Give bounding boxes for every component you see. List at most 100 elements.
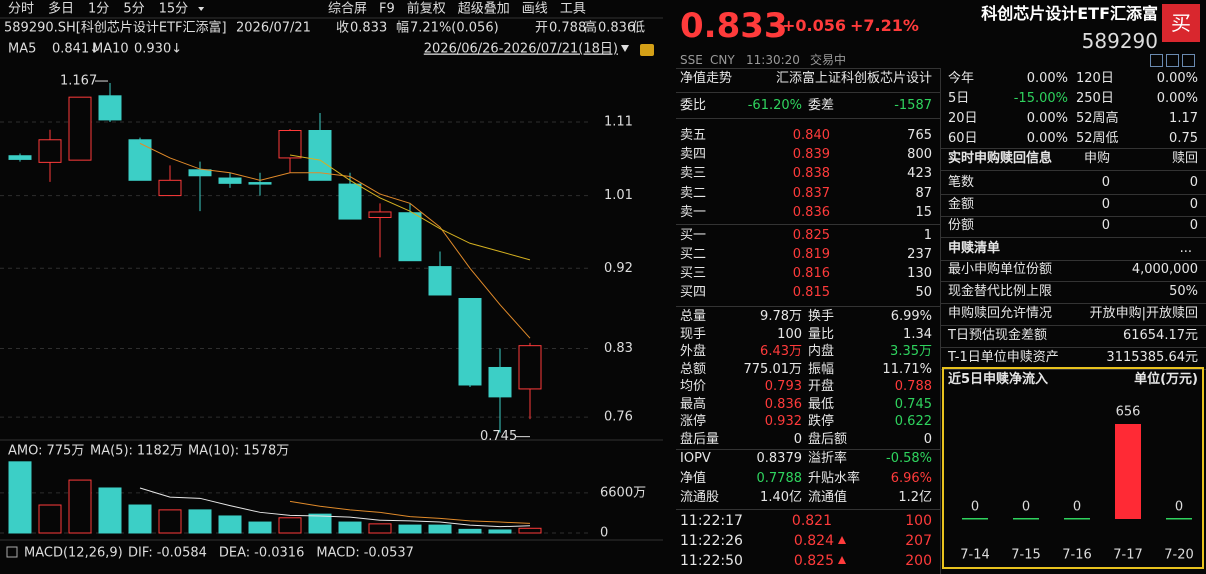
level-price: 0.819 [792,247,830,262]
more[interactable]: ... [1179,241,1192,256]
perf-label: 5日 [948,91,970,106]
level-label: 卖四 [680,147,707,163]
candle-body [218,177,242,184]
lock-icon[interactable] [640,44,654,56]
x-tick-label: 7-20 [1164,548,1194,563]
perf-label: 52周低 [1076,131,1119,146]
stat-label: 振幅 [808,361,835,377]
separator [941,347,1206,348]
candle-body [8,155,32,160]
tool-button[interactable]: 画线 [522,2,548,17]
stat-value: 6.96% [890,470,932,486]
volume-bar [308,513,332,534]
period-tab[interactable]: 分时 [8,2,34,17]
tool-button[interactable]: 前复权 [407,1,446,17]
separator [676,509,940,510]
candle-body [518,345,542,390]
section-title: 申赎清单 [948,241,1001,256]
stat-value: 0.833 [350,21,387,36]
buy-button[interactable]: 买 [1162,4,1200,42]
stat-value: 7.21%(0.056) [410,21,499,36]
stat-label: 换手 [808,309,835,324]
value-label: 0 [1175,500,1183,515]
volume-legend-value: 1182万 [137,444,183,459]
level-volume: 87 [915,185,932,201]
stat-value: 0.788 [549,21,586,36]
stat-label: 流通值 [808,490,848,505]
macd-name: MACD(12,26,9) [24,546,123,561]
macd-icon [6,546,18,558]
tool-button[interactable]: F9 [379,2,395,17]
level-volume: 50 [915,285,932,300]
stat-value: 6.99% [890,309,932,324]
level-volume: 130 [907,266,932,281]
candle-body [188,169,212,177]
level-label: 卖三 [680,166,707,182]
tool-button[interactable]: 工具 [560,2,586,17]
stat-label: 最高 [680,396,707,412]
ma-name: MA5 [8,42,36,57]
tool-icon[interactable] [1166,54,1179,67]
x-tick-label: 7-17 [1113,548,1143,563]
range-dropdown[interactable] [621,45,629,52]
perf-label: 120日 [1076,71,1114,86]
level-label: 卖一 [680,204,707,220]
row-value: 开放申购|开放赎回 [1089,306,1198,321]
level-price: 0.816 [792,266,830,281]
macd-value: -0.0316 [254,546,304,561]
stat-label: 升贴水率 [808,470,861,486]
tool-icon[interactable] [1150,54,1163,67]
ma-line [289,154,531,261]
volume-legend-value: 775万 [47,444,85,459]
separator [941,237,1206,238]
row-value: 0 [1101,218,1110,233]
perf-label: 52周高 [1076,111,1119,126]
stat-label: 低 [632,21,645,36]
separator [941,260,1206,261]
separator [941,215,1206,217]
tool-button[interactable]: 综合屏 [328,2,367,17]
tool-button[interactable]: 超级叠加 [458,2,510,17]
stat-label: 外盘 [680,344,707,359]
stat-label: 跌停 [808,414,835,429]
quote-info: CNY [710,53,735,67]
separator [676,449,940,450]
flow-bar [1064,518,1090,520]
row-label: 申购赎回允许情况 [948,306,1053,321]
volume-bar [518,527,542,534]
macd-value: -0.0584 [157,546,207,561]
perf-value: 0.00% [1026,111,1068,126]
period-tab[interactable]: 多日 [48,1,74,17]
tab[interactable]: 净值走势 [680,71,733,86]
stat-value: 0.793 [764,379,802,394]
candle-body [248,182,272,185]
dropdown[interactable] [198,7,205,11]
row-value: 0 [1189,196,1198,212]
period-tab[interactable]: 5分 [123,2,144,17]
value-label: 656 [1116,405,1141,420]
period-tab[interactable]: 15分 [159,2,189,17]
volume-bar [278,517,302,534]
row-value: 61654.17元 [1122,328,1198,343]
volume-bar [8,461,32,534]
stat-label: 最低 [808,396,835,412]
perf-value: 0.00% [1026,71,1068,86]
level-volume: 15 [915,204,932,220]
high-label: 1.167 [60,74,97,89]
stat-value: 0.622 [894,414,932,429]
y-tick-label: 1.11 [604,115,633,130]
volume-bar [368,523,392,534]
tool-icon[interactable] [1182,54,1195,67]
period-tab[interactable]: 1分 [88,2,109,17]
separator [676,118,940,119]
candle-body [458,297,482,386]
row-value: 50% [1169,284,1198,299]
candle-body [98,95,122,121]
volume-bar [128,504,152,534]
perf-label: 今年 [948,71,975,86]
ratio-label: 委差 [808,98,835,113]
level-volume: 423 [907,166,932,182]
date-range[interactable]: 2026/06/26-2026/07/21(18日) [424,42,618,57]
flow-bar [1166,518,1192,520]
row-label: 最小申购单位份额 [948,262,1053,277]
